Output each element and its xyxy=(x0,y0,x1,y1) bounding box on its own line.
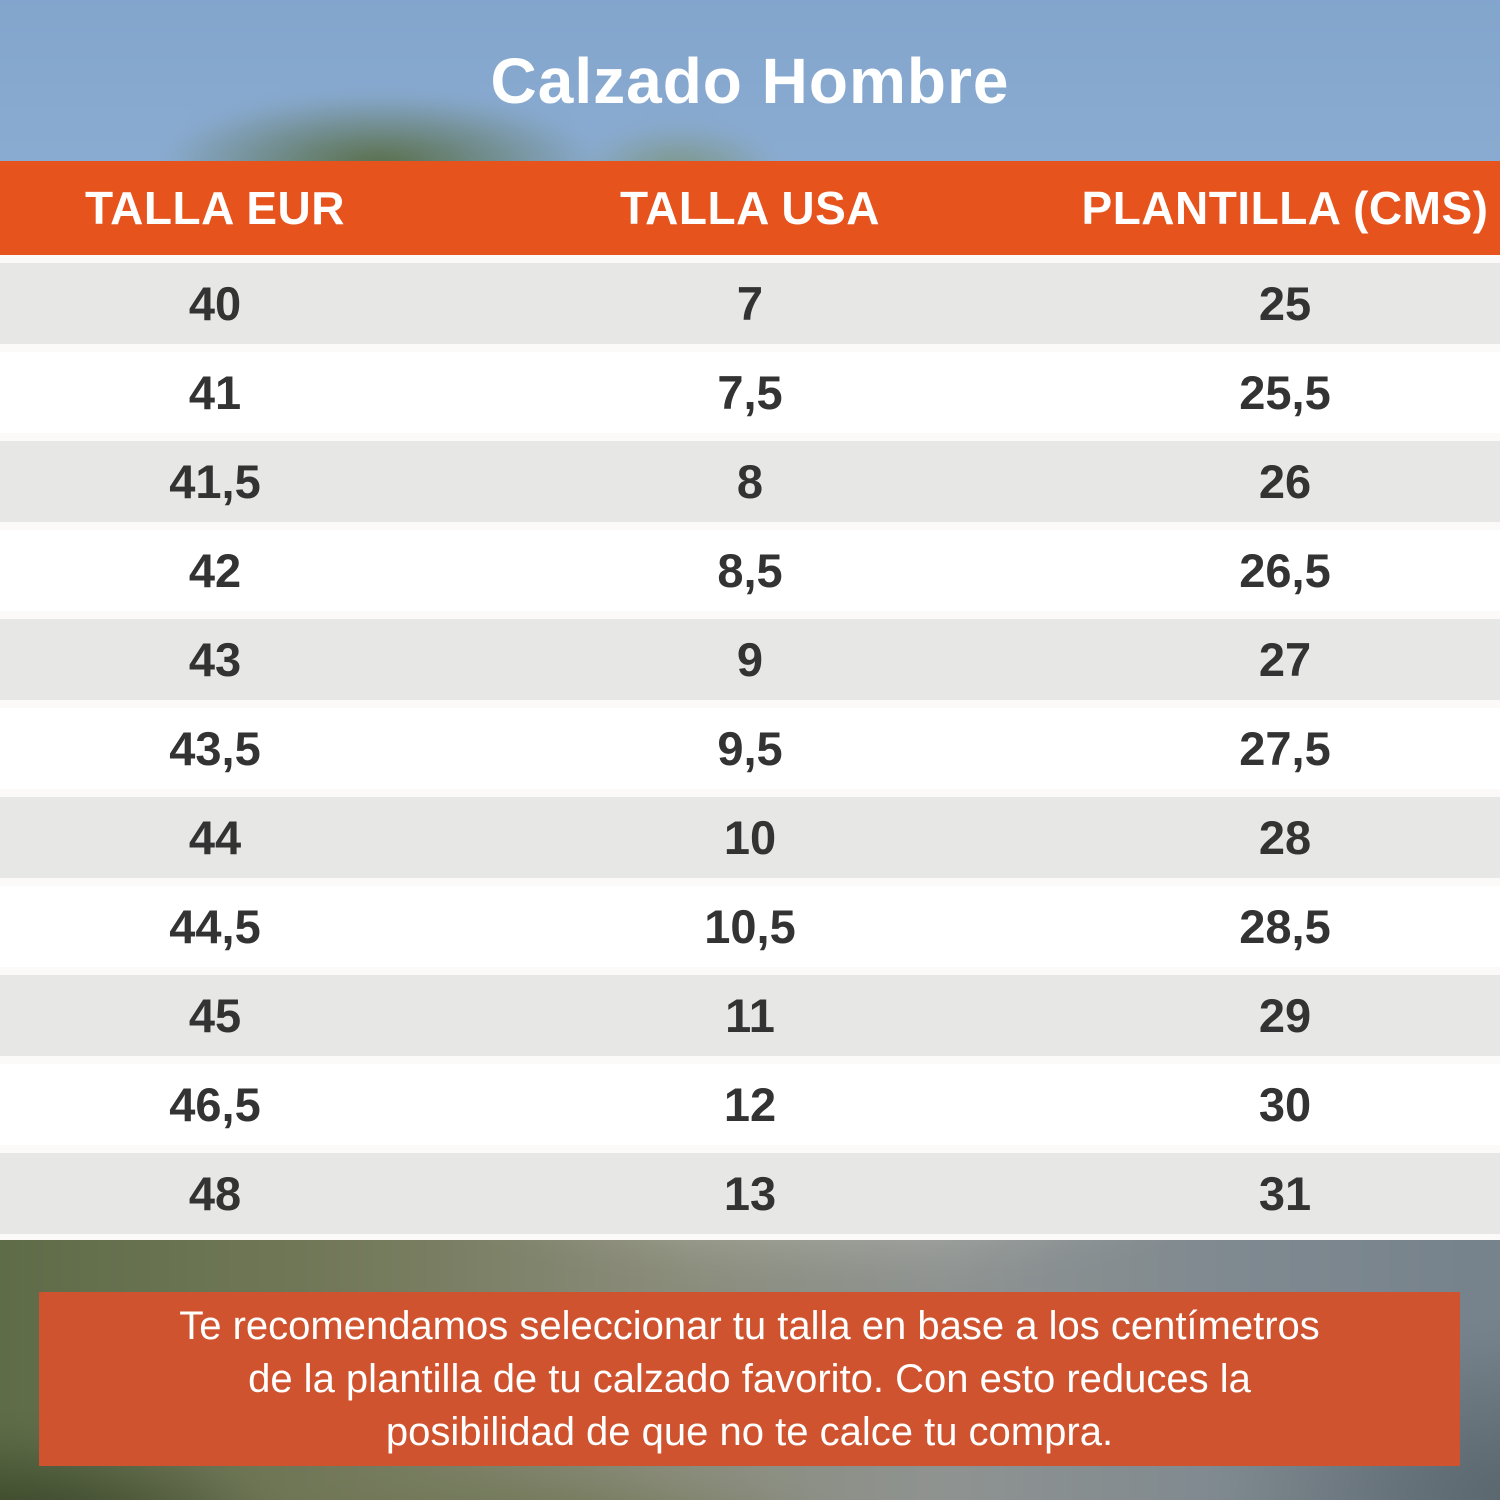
cell-usa: 7 xyxy=(736,277,764,330)
cell-eur: 43 xyxy=(188,633,242,686)
cell-cms: 27,5 xyxy=(1239,722,1331,775)
cell-eur: 41,5 xyxy=(169,455,261,508)
cell-cms: 28 xyxy=(1258,811,1312,864)
table-row: 41,5 8 26 xyxy=(0,441,1500,522)
table-row: 48 13 31 xyxy=(0,1153,1500,1234)
size-chart-table: TALLA EUR TALLA USA PLANTILLA (CMS) 40 7… xyxy=(0,161,1500,1240)
cell-usa: 9,5 xyxy=(717,722,783,775)
cell-cms: 29 xyxy=(1258,989,1312,1042)
cell-usa: 11 xyxy=(725,989,775,1042)
page-title: Calzado Hombre xyxy=(490,45,1010,117)
cell-usa: 10,5 xyxy=(704,900,796,953)
table-row: 46,5 12 30 xyxy=(0,1064,1500,1145)
cell-usa: 9 xyxy=(736,633,764,686)
cell-cms: 25,5 xyxy=(1239,366,1331,419)
table-row: 45 11 29 xyxy=(0,975,1500,1056)
table-row: 42 8,5 26,5 xyxy=(0,530,1500,611)
cell-eur: 46,5 xyxy=(169,1078,261,1131)
table-body: 40 7 25 41 7,5 25,5 41,5 8 26 42 8,5 26,… xyxy=(0,263,1500,1234)
note-line: de la plantilla de tu calzado favorito. … xyxy=(248,1356,1251,1401)
cell-eur: 44,5 xyxy=(169,900,261,953)
note-line: Te recomendamos seleccionar tu talla en … xyxy=(179,1303,1320,1348)
cell-usa: 7,5 xyxy=(717,366,783,419)
table-row: 40 7 25 xyxy=(0,263,1500,344)
cell-cms: 28,5 xyxy=(1239,900,1331,953)
table-header-row: TALLA EUR TALLA USA PLANTILLA (CMS) xyxy=(0,161,1500,255)
cell-cms: 26,5 xyxy=(1239,544,1331,597)
table-row: 43,5 9,5 27,5 xyxy=(0,708,1500,789)
cell-eur: 43,5 xyxy=(169,722,261,775)
cell-cms: 30 xyxy=(1258,1078,1312,1131)
cell-usa: 13 xyxy=(723,1167,777,1220)
cell-usa: 12 xyxy=(723,1078,777,1131)
table-row: 41 7,5 25,5 xyxy=(0,352,1500,433)
cell-usa: 8,5 xyxy=(717,544,783,597)
cell-cms: 27 xyxy=(1258,633,1312,686)
column-header-plantilla-cms: PLANTILLA (CMS) xyxy=(1081,182,1489,234)
cell-eur: 42 xyxy=(188,544,242,597)
column-header-talla-usa: TALLA USA xyxy=(619,182,880,234)
table-row: 44 10 28 xyxy=(0,797,1500,878)
cell-eur: 48 xyxy=(188,1167,242,1220)
cell-cms: 26 xyxy=(1258,455,1312,508)
table-row: 43 9 27 xyxy=(0,619,1500,700)
cell-eur: 41 xyxy=(188,366,242,419)
cell-eur: 45 xyxy=(188,989,242,1042)
cell-eur: 40 xyxy=(188,277,242,330)
cell-usa: 10 xyxy=(723,811,777,864)
cell-eur: 44 xyxy=(188,811,242,864)
table-row: 44,5 10,5 28,5 xyxy=(0,886,1500,967)
cell-cms: 25 xyxy=(1258,277,1312,330)
column-header-talla-eur: TALLA EUR xyxy=(84,182,345,234)
cell-cms: 31 xyxy=(1258,1167,1312,1220)
recommendation-note: Te recomendamos seleccionar tu talla en … xyxy=(39,1292,1460,1466)
note-line: posibilidad de que no te calce tu compra… xyxy=(385,1409,1114,1454)
cell-usa: 8 xyxy=(736,455,764,508)
